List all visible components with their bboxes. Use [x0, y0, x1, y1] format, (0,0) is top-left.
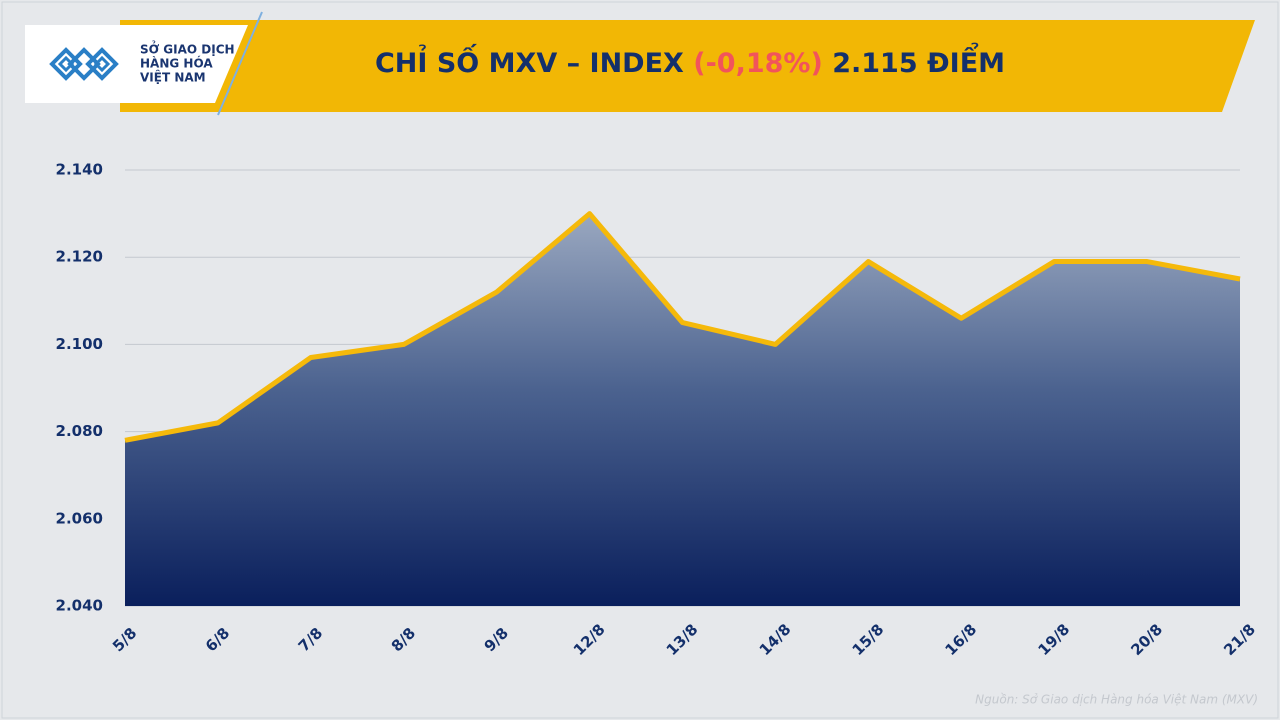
y-tick-label: 2.100 [56, 335, 103, 353]
area [125, 213, 1240, 606]
source-note: Nguồn: Sở Giao dịch Hàng hóa Việt Nam (M… [975, 693, 1258, 707]
logo-text: HÀNG HÓA [140, 56, 213, 71]
title-change: (-0,18%) [693, 48, 823, 79]
y-tick-label: 2.060 [56, 509, 103, 527]
title-value: 2.115 ĐIỂM [832, 42, 1005, 79]
logo-text: VIỆT NAM [140, 70, 206, 85]
logo-icon [49, 47, 119, 81]
y-tick-label: 2.040 [56, 597, 103, 615]
header-band [120, 20, 1255, 112]
logo-accent [217, 11, 263, 116]
logo-text: SỞ GIAO DỊCH [140, 41, 235, 57]
y-tick-label: 2.140 [56, 161, 103, 179]
y-tick-label: 2.080 [56, 422, 103, 440]
line [124, 211, 1241, 443]
title-prefix: CHỈ SỐ MXV – INDEX [375, 43, 684, 79]
chart-title: CHỈ SỐ MXV – INDEX (-0,18%) 2.115 ĐIỂM [375, 42, 1005, 79]
logo-panel [25, 25, 248, 103]
y-tick-label: 2.120 [56, 248, 103, 266]
